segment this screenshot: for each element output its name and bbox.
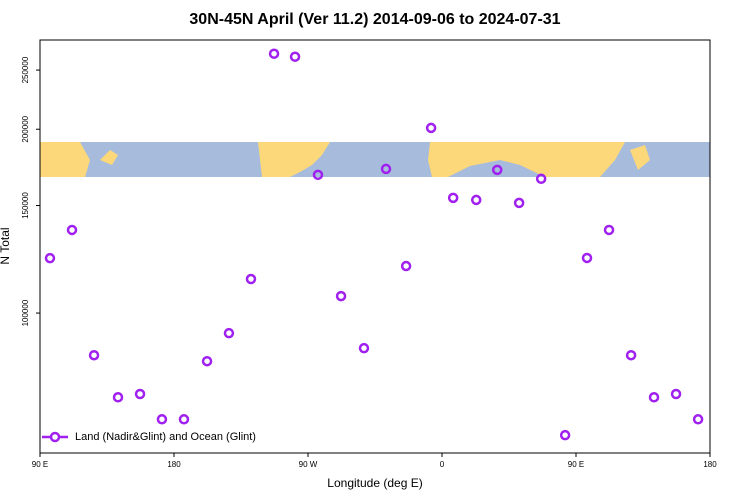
chart-title: 30N-45N April (Ver 11.2) 2014-09-06 to 2…: [189, 11, 560, 28]
y-tick-label: 200000: [21, 115, 30, 142]
point: [245, 273, 257, 285]
point: [447, 192, 459, 204]
point: [268, 48, 280, 59]
y-tick-label: 150000: [21, 192, 30, 219]
x-tick-label: 90 W: [299, 460, 318, 469]
point: [112, 392, 124, 403]
point: [289, 51, 301, 62]
y-tick-label: 250000: [21, 56, 30, 83]
point: [358, 342, 370, 354]
point: [335, 290, 347, 302]
point: [178, 414, 190, 425]
point: [648, 392, 660, 403]
legend-marker: [49, 431, 61, 443]
point: [513, 197, 525, 209]
point: [156, 414, 168, 425]
legend-label: Land (Nadir&Glint) and Ocean (Glint): [75, 431, 256, 443]
x-tick-label: 90 E: [32, 460, 48, 469]
point: [201, 355, 213, 367]
point: [535, 173, 547, 185]
plot-frame: [39, 39, 711, 454]
point: [44, 252, 56, 264]
point: [470, 194, 482, 206]
point: [425, 122, 437, 134]
x-tick-label: 90 E: [568, 460, 584, 469]
point: [380, 163, 392, 175]
point: [134, 388, 146, 400]
point: [559, 429, 571, 441]
y-axis-label: N Total: [0, 227, 12, 264]
map-strip: [40, 142, 710, 177]
x-tick-label: 180: [167, 460, 181, 469]
point: [88, 349, 100, 361]
point: [66, 224, 78, 236]
point: [312, 169, 324, 181]
point: [400, 260, 412, 272]
x-axis-label: Longitude (deg E): [327, 476, 422, 490]
point: [670, 388, 682, 400]
point: [603, 224, 615, 236]
x-tick-label: 0: [440, 460, 445, 469]
point: [491, 164, 503, 176]
x-tick-label: 180: [703, 460, 717, 469]
y-tick-label: 100000: [21, 299, 30, 326]
point: [223, 327, 235, 339]
point: [581, 252, 593, 264]
point: [625, 349, 637, 361]
point: [692, 414, 704, 425]
